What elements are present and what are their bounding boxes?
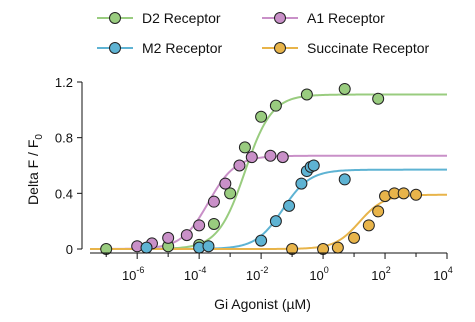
data-point-a1-receptor xyxy=(194,220,205,231)
x-tick-label: 10-6 xyxy=(122,265,144,283)
data-point-a1-receptor xyxy=(246,152,257,163)
data-point-a1-receptor xyxy=(208,196,219,207)
legend-marker xyxy=(110,13,121,24)
x-tick-label: 102 xyxy=(371,265,390,283)
x-tick-label: 100 xyxy=(309,265,328,283)
x-tick-exponent: -4 xyxy=(198,265,206,275)
data-point-a1-receptor xyxy=(277,152,288,163)
data-point-d2-receptor xyxy=(208,218,219,229)
legend-label: M2 Receptor xyxy=(142,40,222,56)
legend-marker xyxy=(110,43,121,54)
x-tick-base: 10 xyxy=(309,268,323,283)
data-point-succinate-receptor xyxy=(373,206,384,217)
x-axis-title: Gi Agonist (µM) xyxy=(214,296,311,312)
x-tick-exponent: 2 xyxy=(386,265,391,275)
legend-item-m2-receptor: M2 Receptor xyxy=(97,40,222,56)
data-point-m2-receptor xyxy=(339,174,350,185)
y-axis-title: Delta F / F0 xyxy=(25,134,45,205)
x-axis-ticks: 10-6 10-4 10-2 100 102 104 xyxy=(106,253,453,283)
x-tick-exponent: 4 xyxy=(448,265,453,275)
x-tick-base: 10 xyxy=(184,268,198,283)
y-axis-title-subscript: 0 xyxy=(34,134,45,140)
y-tick-label: 0 xyxy=(66,242,73,257)
axes xyxy=(82,82,447,253)
y-axis-ticks: 0 0.4 0.8 1.2 xyxy=(55,75,82,257)
data-point-a1-receptor xyxy=(265,150,276,161)
fit-curve-d2-receptor xyxy=(90,95,447,249)
data-point-succinate-receptor xyxy=(411,189,422,200)
fit-curves xyxy=(90,95,447,249)
data-point-m2-receptor xyxy=(141,242,152,253)
data-point-d2-receptor xyxy=(301,89,312,100)
y-tick-label: 0.8 xyxy=(55,131,73,146)
y-tick-label: 0.4 xyxy=(55,186,73,201)
x-tick-base: 10 xyxy=(122,268,136,283)
x-tick-exponent: 0 xyxy=(324,265,329,275)
data-point-a1-receptor xyxy=(181,230,192,241)
data-point-a1-receptor xyxy=(163,232,174,243)
data-point-d2-receptor xyxy=(339,83,350,94)
legend-marker xyxy=(275,43,286,54)
data-point-m2-receptor xyxy=(284,200,295,211)
y-axis-title-main: Delta F / F xyxy=(25,140,41,205)
data-point-d2-receptor xyxy=(373,93,384,104)
data-point-m2-receptor xyxy=(308,160,319,171)
data-point-succinate-receptor xyxy=(398,188,409,199)
data-point-m2-receptor xyxy=(256,235,267,246)
fit-curve-succinate-receptor xyxy=(90,195,447,249)
x-tick-label: 10-2 xyxy=(246,265,268,283)
data-point-succinate-receptor xyxy=(332,242,343,253)
x-tick-label: 104 xyxy=(433,265,452,283)
x-tick-base: 10 xyxy=(246,268,260,283)
data-point-a1-receptor xyxy=(234,160,245,171)
legend-item-succinate-receptor: Succinate Receptor xyxy=(262,40,430,56)
x-tick-base: 10 xyxy=(371,268,385,283)
legend-item-a1-receptor: A1 Receptor xyxy=(262,10,385,26)
legend-item-d2-receptor: D2 Receptor xyxy=(97,10,221,26)
data-point-succinate-receptor xyxy=(349,232,360,243)
data-point-a1-receptor xyxy=(220,178,231,189)
x-tick-label: 10-4 xyxy=(184,265,206,283)
legend-label: A1 Receptor xyxy=(307,10,385,26)
legend-label: D2 Receptor xyxy=(142,10,221,26)
data-point-d2-receptor xyxy=(270,100,281,111)
y-tick-label: 1.2 xyxy=(55,75,73,90)
data-point-m2-receptor xyxy=(296,178,307,189)
x-tick-exponent: -6 xyxy=(136,265,144,275)
data-point-succinate-receptor xyxy=(363,220,374,231)
legend: D2 Receptor A1 Receptor M2 Receptor Succina… xyxy=(97,10,430,56)
legend-marker xyxy=(275,13,286,24)
data-point-d2-receptor xyxy=(239,142,250,153)
x-tick-base: 10 xyxy=(433,268,447,283)
data-point-m2-receptor xyxy=(203,241,214,252)
data-point-m2-receptor xyxy=(270,216,281,227)
data-point-d2-receptor xyxy=(256,111,267,122)
fit-curve-m2-receptor xyxy=(90,170,447,249)
legend-label: Succinate Receptor xyxy=(307,40,430,56)
x-tick-exponent: -2 xyxy=(260,265,268,275)
